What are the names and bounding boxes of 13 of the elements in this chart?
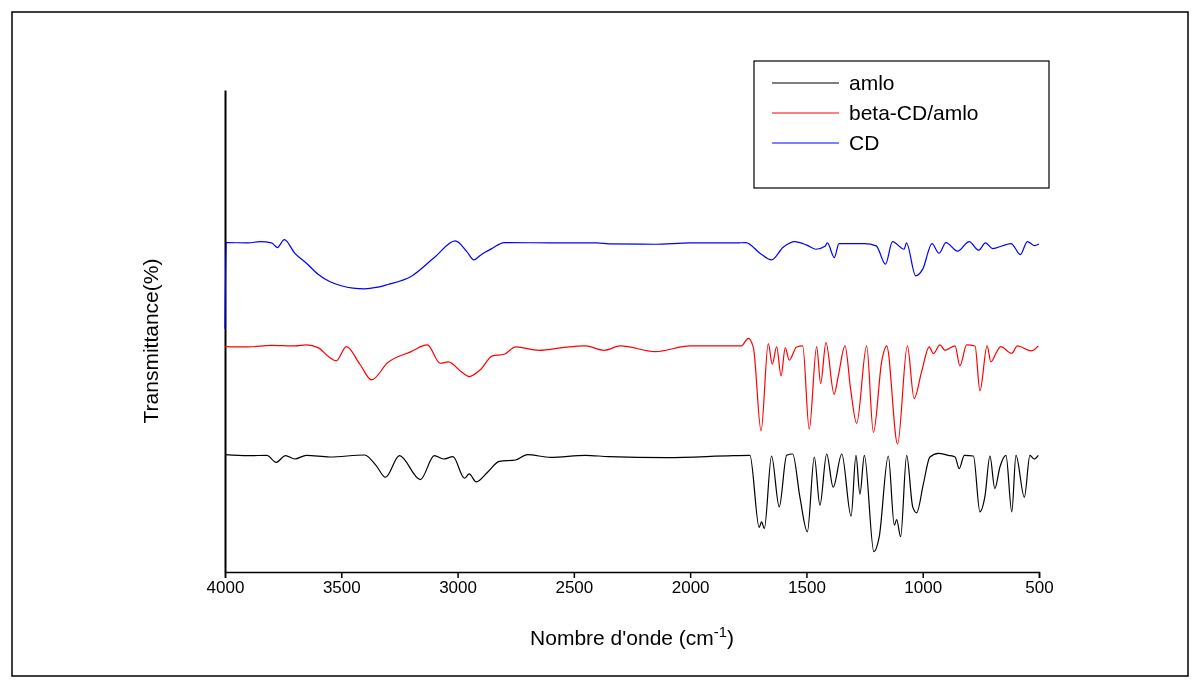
legend-label: CD bbox=[849, 131, 880, 154]
x-tick-label: 2500 bbox=[555, 578, 594, 598]
legend-label: amlo bbox=[849, 71, 895, 94]
x-tick-label: 1500 bbox=[788, 578, 826, 598]
x-tick-label: 3000 bbox=[439, 578, 477, 598]
y-axis-title: Transmittance(%) bbox=[139, 258, 162, 424]
x-tick-label: 4000 bbox=[206, 578, 245, 598]
legend-label: beta-CD/amlo bbox=[849, 101, 979, 124]
x-tick-label: 500 bbox=[1025, 578, 1054, 598]
x-tick-label: 2000 bbox=[671, 578, 710, 598]
x-tick-label: 3500 bbox=[322, 578, 361, 598]
x-axis-title: Nombre d'onde (cm$^{-1}$) bbox=[530, 624, 734, 649]
x-tick-label: 1000 bbox=[904, 578, 943, 598]
